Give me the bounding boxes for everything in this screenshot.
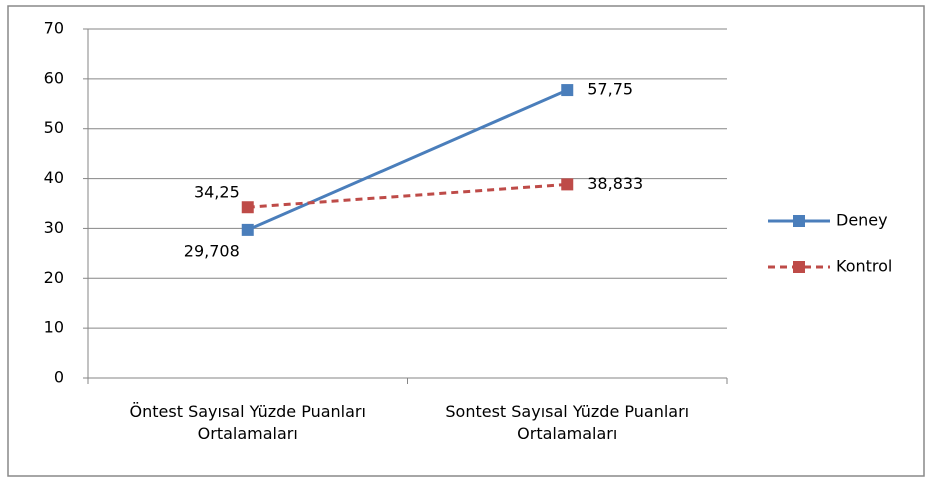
y-tick-label: 60	[44, 68, 64, 87]
data-label: 57,75	[587, 80, 633, 99]
marker	[241, 201, 254, 214]
y-tick-label: 0	[54, 368, 64, 387]
x-tick-label: Öntest Sayısal Yüzde Puanları Ortalamala…	[129, 402, 366, 443]
y-tick-label: 10	[44, 318, 64, 337]
marker	[241, 223, 254, 236]
y-tick-label: 50	[44, 118, 64, 137]
legend-marker	[793, 215, 805, 227]
x-tick-label: Sontest Sayısal Yüzde Puanları Ortalamal…	[445, 402, 690, 443]
y-tick-label: 70	[44, 19, 64, 38]
data-label: 34,25	[194, 183, 240, 202]
chart-frame	[7, 5, 925, 477]
series-line	[247, 88, 568, 232]
legend-marker	[793, 261, 805, 273]
y-tick-label: 40	[44, 168, 64, 187]
marker	[561, 84, 574, 97]
legend-label: Kontrol	[836, 257, 892, 276]
data-label: 29,708	[184, 241, 240, 260]
y-tick-label: 30	[44, 218, 64, 237]
legend-label: Deney	[836, 211, 888, 230]
series-line	[247, 182, 568, 209]
marker	[561, 178, 574, 191]
y-tick-label: 20	[44, 268, 64, 287]
data-label: 38,833	[587, 174, 643, 193]
